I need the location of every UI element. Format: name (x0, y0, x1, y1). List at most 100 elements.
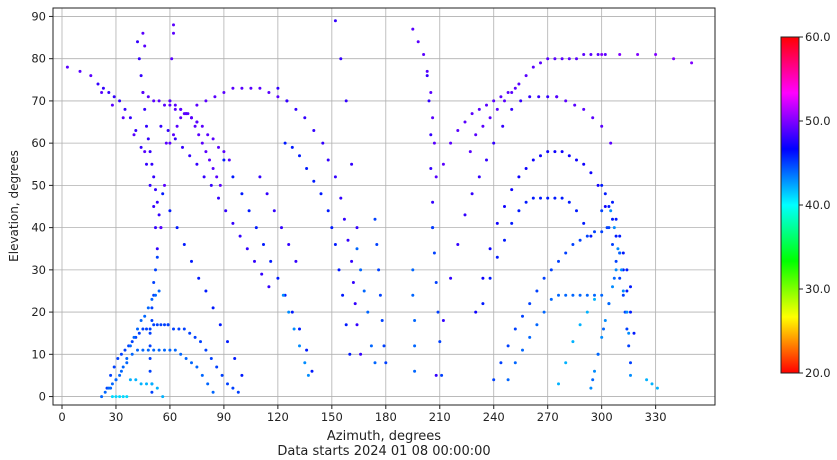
data-point (537, 95, 541, 99)
data-point (326, 209, 330, 213)
data-point (310, 369, 314, 373)
data-point (188, 154, 192, 158)
data-point (600, 230, 604, 234)
data-point (128, 344, 132, 348)
data-point (112, 95, 116, 99)
data-point (411, 268, 415, 272)
data-point (506, 344, 510, 348)
data-point (611, 243, 614, 246)
data-point (195, 120, 199, 124)
data-point (179, 107, 183, 111)
data-point (600, 293, 604, 297)
data-point (603, 205, 607, 208)
data-point (589, 53, 593, 56)
data-point (600, 183, 604, 187)
x-tick-label: 30 (109, 410, 124, 424)
data-point (119, 352, 123, 356)
data-point (150, 162, 154, 166)
data-point (114, 395, 118, 399)
data-point (123, 107, 127, 111)
data-point (96, 82, 100, 86)
data-point (206, 133, 210, 137)
data-point (218, 183, 222, 187)
data-point (625, 327, 629, 331)
data-point (123, 348, 127, 352)
data-point (141, 327, 145, 331)
data-point (197, 276, 201, 280)
data-point (119, 369, 123, 373)
data-point (118, 395, 122, 399)
data-point (593, 369, 596, 373)
data-point (434, 281, 438, 284)
data-point (125, 395, 129, 399)
data-point (224, 209, 228, 213)
data-point (359, 268, 363, 272)
data-point (240, 373, 244, 377)
data-point (503, 238, 506, 242)
data-point (211, 306, 215, 310)
data-point (549, 268, 553, 272)
data-point (152, 99, 156, 103)
data-point (611, 285, 614, 289)
data-point (200, 373, 204, 377)
data-point (240, 192, 244, 196)
data-point (109, 373, 113, 377)
data-point (429, 91, 433, 94)
data-point (557, 293, 560, 297)
data-point (456, 243, 460, 246)
data-point (253, 259, 256, 263)
data-point (258, 86, 262, 90)
y-tick-label: 30 (31, 263, 46, 277)
data-point (128, 116, 132, 120)
data-point (485, 103, 488, 107)
data-point (546, 57, 550, 61)
data-point (319, 192, 323, 196)
data-point (621, 251, 625, 255)
data-point (287, 243, 291, 246)
data-point (155, 323, 159, 327)
data-point (294, 107, 298, 111)
data-point (267, 91, 271, 94)
data-point (254, 226, 258, 230)
data-point (434, 175, 438, 179)
data-point (546, 150, 550, 154)
data-point (132, 335, 136, 339)
data-point (154, 226, 157, 230)
data-point (141, 348, 145, 352)
data-point (531, 196, 535, 200)
data-point (495, 107, 499, 111)
data-point (150, 297, 154, 301)
data-point (231, 175, 235, 179)
data-point (524, 167, 528, 170)
data-point (549, 297, 553, 301)
data-point (585, 234, 589, 238)
data-point (173, 103, 177, 107)
data-point (382, 344, 386, 348)
data-point (607, 302, 611, 306)
data-point (190, 361, 193, 365)
data-point (150, 390, 154, 394)
data-point (485, 158, 488, 162)
data-point (528, 302, 532, 306)
data-point (143, 44, 147, 48)
data-point (510, 107, 514, 111)
data-point (353, 302, 357, 306)
data-point (377, 268, 381, 272)
data-point (553, 196, 557, 200)
data-point (312, 179, 316, 183)
data-point (384, 361, 388, 365)
data-point (350, 259, 354, 263)
data-point (422, 53, 426, 56)
y-tick-label: 40 (31, 221, 46, 235)
data-point (355, 247, 359, 251)
data-point (463, 213, 467, 217)
x-tick-label: 300 (591, 410, 613, 424)
data-point (197, 133, 201, 137)
data-point (137, 331, 141, 335)
data-point (501, 124, 505, 128)
data-point (517, 175, 521, 179)
colorbar-tick-label: 50.0 (805, 114, 831, 128)
data-point (107, 91, 111, 94)
data-point (369, 344, 373, 348)
data-point (488, 247, 492, 251)
